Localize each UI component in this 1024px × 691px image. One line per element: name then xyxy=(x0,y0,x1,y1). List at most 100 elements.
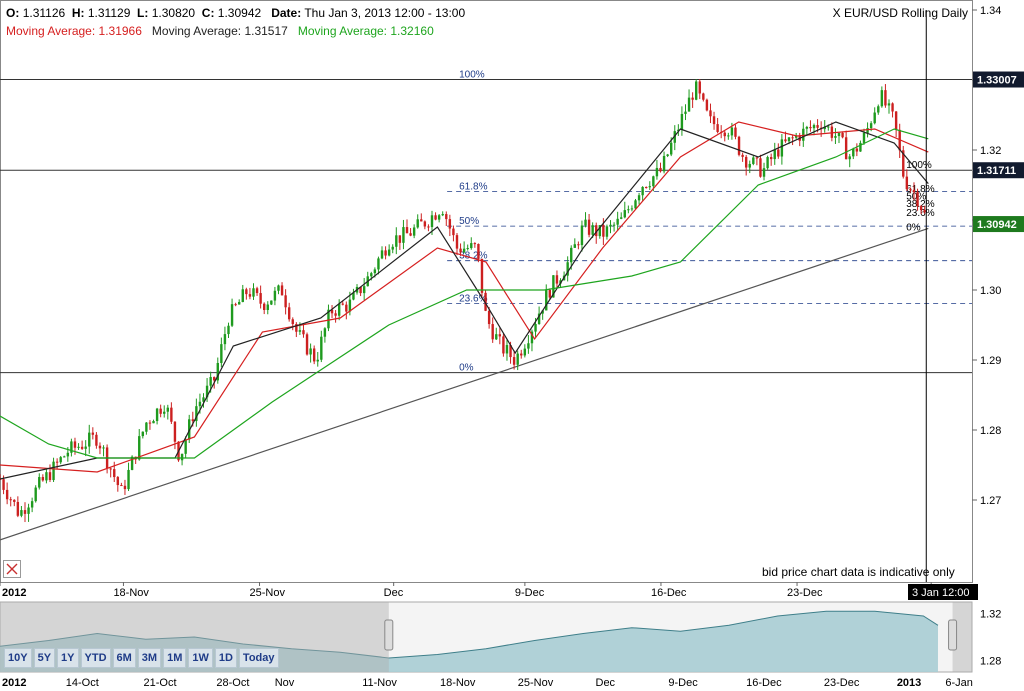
candle-body xyxy=(188,419,191,440)
navigator-x-label-2: 21-Oct xyxy=(144,677,177,689)
candle-body xyxy=(259,293,262,304)
candle-body xyxy=(434,215,437,220)
candle-body xyxy=(13,499,16,502)
candle-body xyxy=(373,269,377,274)
candle-body xyxy=(345,304,348,312)
candle-body xyxy=(27,507,30,514)
price-marker-label-2: 1.30942 xyxy=(977,219,1017,231)
candle-body xyxy=(912,189,916,193)
candle-body xyxy=(195,406,198,422)
range-button-6m[interactable]: 6M xyxy=(112,648,136,668)
candle-body xyxy=(809,126,812,129)
candle-body xyxy=(0,479,2,480)
candle-body xyxy=(805,126,809,129)
candle-body xyxy=(234,304,237,306)
candle-body xyxy=(727,135,730,137)
candle-body xyxy=(827,126,830,128)
candle-body xyxy=(327,309,330,329)
candle-body xyxy=(769,157,773,160)
candle-body xyxy=(384,250,387,256)
candle-body xyxy=(241,289,244,302)
navigator-x-label-1: 14-Oct xyxy=(66,677,99,689)
range-button-3m[interactable]: 3M xyxy=(137,648,162,668)
candle-body xyxy=(109,468,112,470)
range-button-1w[interactable]: 1W xyxy=(188,648,213,668)
candle-body xyxy=(380,250,384,259)
candle-body xyxy=(512,357,516,365)
candle-body xyxy=(495,334,498,340)
navigator-line xyxy=(0,610,939,659)
candle-body xyxy=(520,353,523,356)
candle-body xyxy=(116,477,120,486)
candle-body xyxy=(227,325,230,335)
candle-body xyxy=(127,469,130,490)
candle-body xyxy=(634,200,637,209)
y-tick-label-7: 1.27 xyxy=(980,495,1001,507)
navigator-x-label-4: Nov xyxy=(275,677,295,689)
candle-body xyxy=(130,456,134,470)
candle-body xyxy=(516,353,519,365)
high-label: H: xyxy=(71,6,85,20)
candle-body xyxy=(148,422,152,424)
candle-body xyxy=(884,90,887,106)
candle-body xyxy=(677,129,680,132)
range-button-1y[interactable]: 1Y xyxy=(57,648,79,668)
candle-body xyxy=(80,446,84,449)
candle-body xyxy=(466,248,469,250)
candle-body xyxy=(705,99,709,111)
close-icon[interactable] xyxy=(3,560,21,578)
navigator-handle-0[interactable] xyxy=(384,619,394,651)
candle-body xyxy=(894,111,898,130)
candle-body xyxy=(866,128,869,133)
range-button-today[interactable]: Today xyxy=(238,648,279,668)
candle-body xyxy=(277,285,280,291)
candle-body xyxy=(748,163,751,168)
candle-body xyxy=(95,434,98,446)
candle-body xyxy=(730,127,734,136)
candle-body xyxy=(437,215,441,220)
range-button-1m[interactable]: 1M xyxy=(163,648,187,668)
candle-body xyxy=(284,295,287,308)
range-button-ytd[interactable]: YTD xyxy=(80,648,111,668)
candle-body xyxy=(623,210,626,218)
open-value: 1.31126 xyxy=(22,6,66,20)
fib-label-1-0: 100% xyxy=(906,160,932,171)
candle-body xyxy=(541,310,544,314)
candle-body xyxy=(694,81,698,100)
navigator-handle-1[interactable] xyxy=(948,619,958,651)
navigator-x-label-9: 9-Dec xyxy=(668,677,698,689)
candle-body xyxy=(377,258,380,270)
candle-body xyxy=(498,334,502,337)
candle-body xyxy=(320,336,323,360)
candle-body xyxy=(427,226,430,228)
trendline xyxy=(0,227,929,541)
candle-body xyxy=(923,210,926,213)
navigator-y-label-1: 1.28 xyxy=(980,655,1001,667)
candle-body xyxy=(41,477,45,481)
candle-body xyxy=(659,167,662,172)
candle-body xyxy=(352,292,355,300)
x-tick-label-2: 25-Nov xyxy=(250,587,286,599)
x-tick-label-3: Dec xyxy=(384,587,404,599)
candle-body xyxy=(509,345,512,358)
range-button-1d[interactable]: 1D xyxy=(214,648,237,668)
candle-body xyxy=(441,214,444,216)
candle-body xyxy=(480,258,484,293)
navigator-x-label-0: 2012 xyxy=(2,677,26,689)
navigator-x-label-12: 2013 xyxy=(897,677,921,689)
range-button-5y[interactable]: 5Y xyxy=(33,648,56,668)
candle-body xyxy=(45,472,48,481)
candle-body xyxy=(348,299,352,312)
candle-body xyxy=(666,154,669,157)
candle-body xyxy=(205,385,209,398)
candle-body xyxy=(773,149,776,160)
low-value: 1.30820 xyxy=(151,6,196,20)
candle-body xyxy=(684,111,687,114)
fib-label-1-1: 61.8% xyxy=(906,184,934,195)
candle-body xyxy=(737,136,741,155)
range-button-10y[interactable]: 10Y xyxy=(4,648,32,668)
candle-body xyxy=(545,289,548,311)
candle-body xyxy=(34,487,37,502)
